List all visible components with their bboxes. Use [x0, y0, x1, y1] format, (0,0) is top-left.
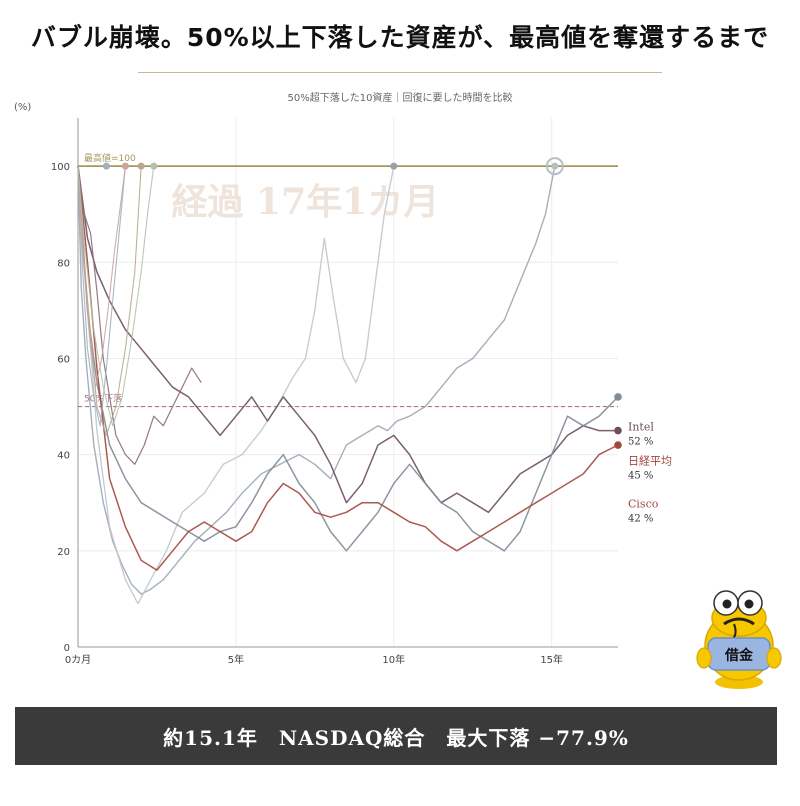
y-tick-label: 40: [57, 451, 70, 462]
y-tick-label: 100: [51, 162, 70, 173]
end-label-value: 52 %: [628, 437, 653, 448]
end-label-name: Intel: [628, 421, 654, 434]
chart-title: バブル崩壊。50%以上下落した資産が、最高値を奪還するまで: [30, 23, 770, 52]
x-tick-label: 15年: [540, 653, 563, 666]
recovery-marker: [102, 162, 110, 170]
mascot-icon: [696, 590, 782, 689]
series-line: [77, 166, 618, 514]
y-tick-label: 0: [64, 643, 70, 654]
series-line: [77, 166, 202, 465]
highlight-point: [551, 162, 559, 170]
series-line: [77, 166, 619, 552]
y-tick-label: 60: [57, 354, 70, 365]
end-marker: [614, 393, 622, 401]
chart-subtitle: 50%超下落した10資産｜回復に要した時間を比較: [287, 93, 513, 104]
mascot-character: 借金: [696, 590, 782, 689]
y-tick-label: 80: [57, 258, 70, 269]
end-label-value: 42 %: [628, 514, 653, 525]
series-line: [77, 165, 556, 595]
recovery-marker: [137, 162, 145, 170]
line-chart: (%) 0 20 40 60 80 100 0カ月 5年 10年 15年 経過 17年1カ月 最高値=1…: [14, 102, 672, 666]
end-label-name: Cisco: [628, 498, 659, 511]
summary-text: 約15.1年 NASDAQ総合 最大下落 −77.9%: [163, 725, 629, 750]
series-line: [77, 166, 142, 436]
series-line: [77, 166, 126, 427]
summary-banner: 約15.1年 NASDAQ総合 最大下落 −77.9%: [15, 707, 777, 765]
x-tick-label: 10年: [382, 653, 405, 666]
recovery-marker: [150, 162, 158, 170]
series-line: [77, 166, 619, 571]
highlight-ring: [545, 157, 564, 176]
series-line: [77, 166, 155, 427]
series-line: [77, 166, 126, 388]
series-line: [77, 165, 395, 605]
end-marker: [614, 426, 622, 435]
end-label-name: 日経平均: [628, 454, 672, 467]
recovery-marker: [121, 162, 129, 170]
x-tick-label: 5年: [228, 653, 244, 666]
end-label-value: 45 %: [628, 470, 653, 481]
title-divider: [138, 72, 662, 73]
recovery-marker: [390, 162, 398, 170]
reference-line-label: 最高値=100: [84, 152, 136, 164]
end-marker: [614, 441, 622, 449]
y-axis-label: (%): [14, 102, 31, 113]
elapsed-watermark: 経過 17年1カ月: [172, 181, 440, 223]
y-tick-label: 20: [57, 547, 70, 558]
mascot-badge-text: 借金: [724, 647, 754, 664]
x-tick-label: 0カ月: [65, 654, 91, 666]
